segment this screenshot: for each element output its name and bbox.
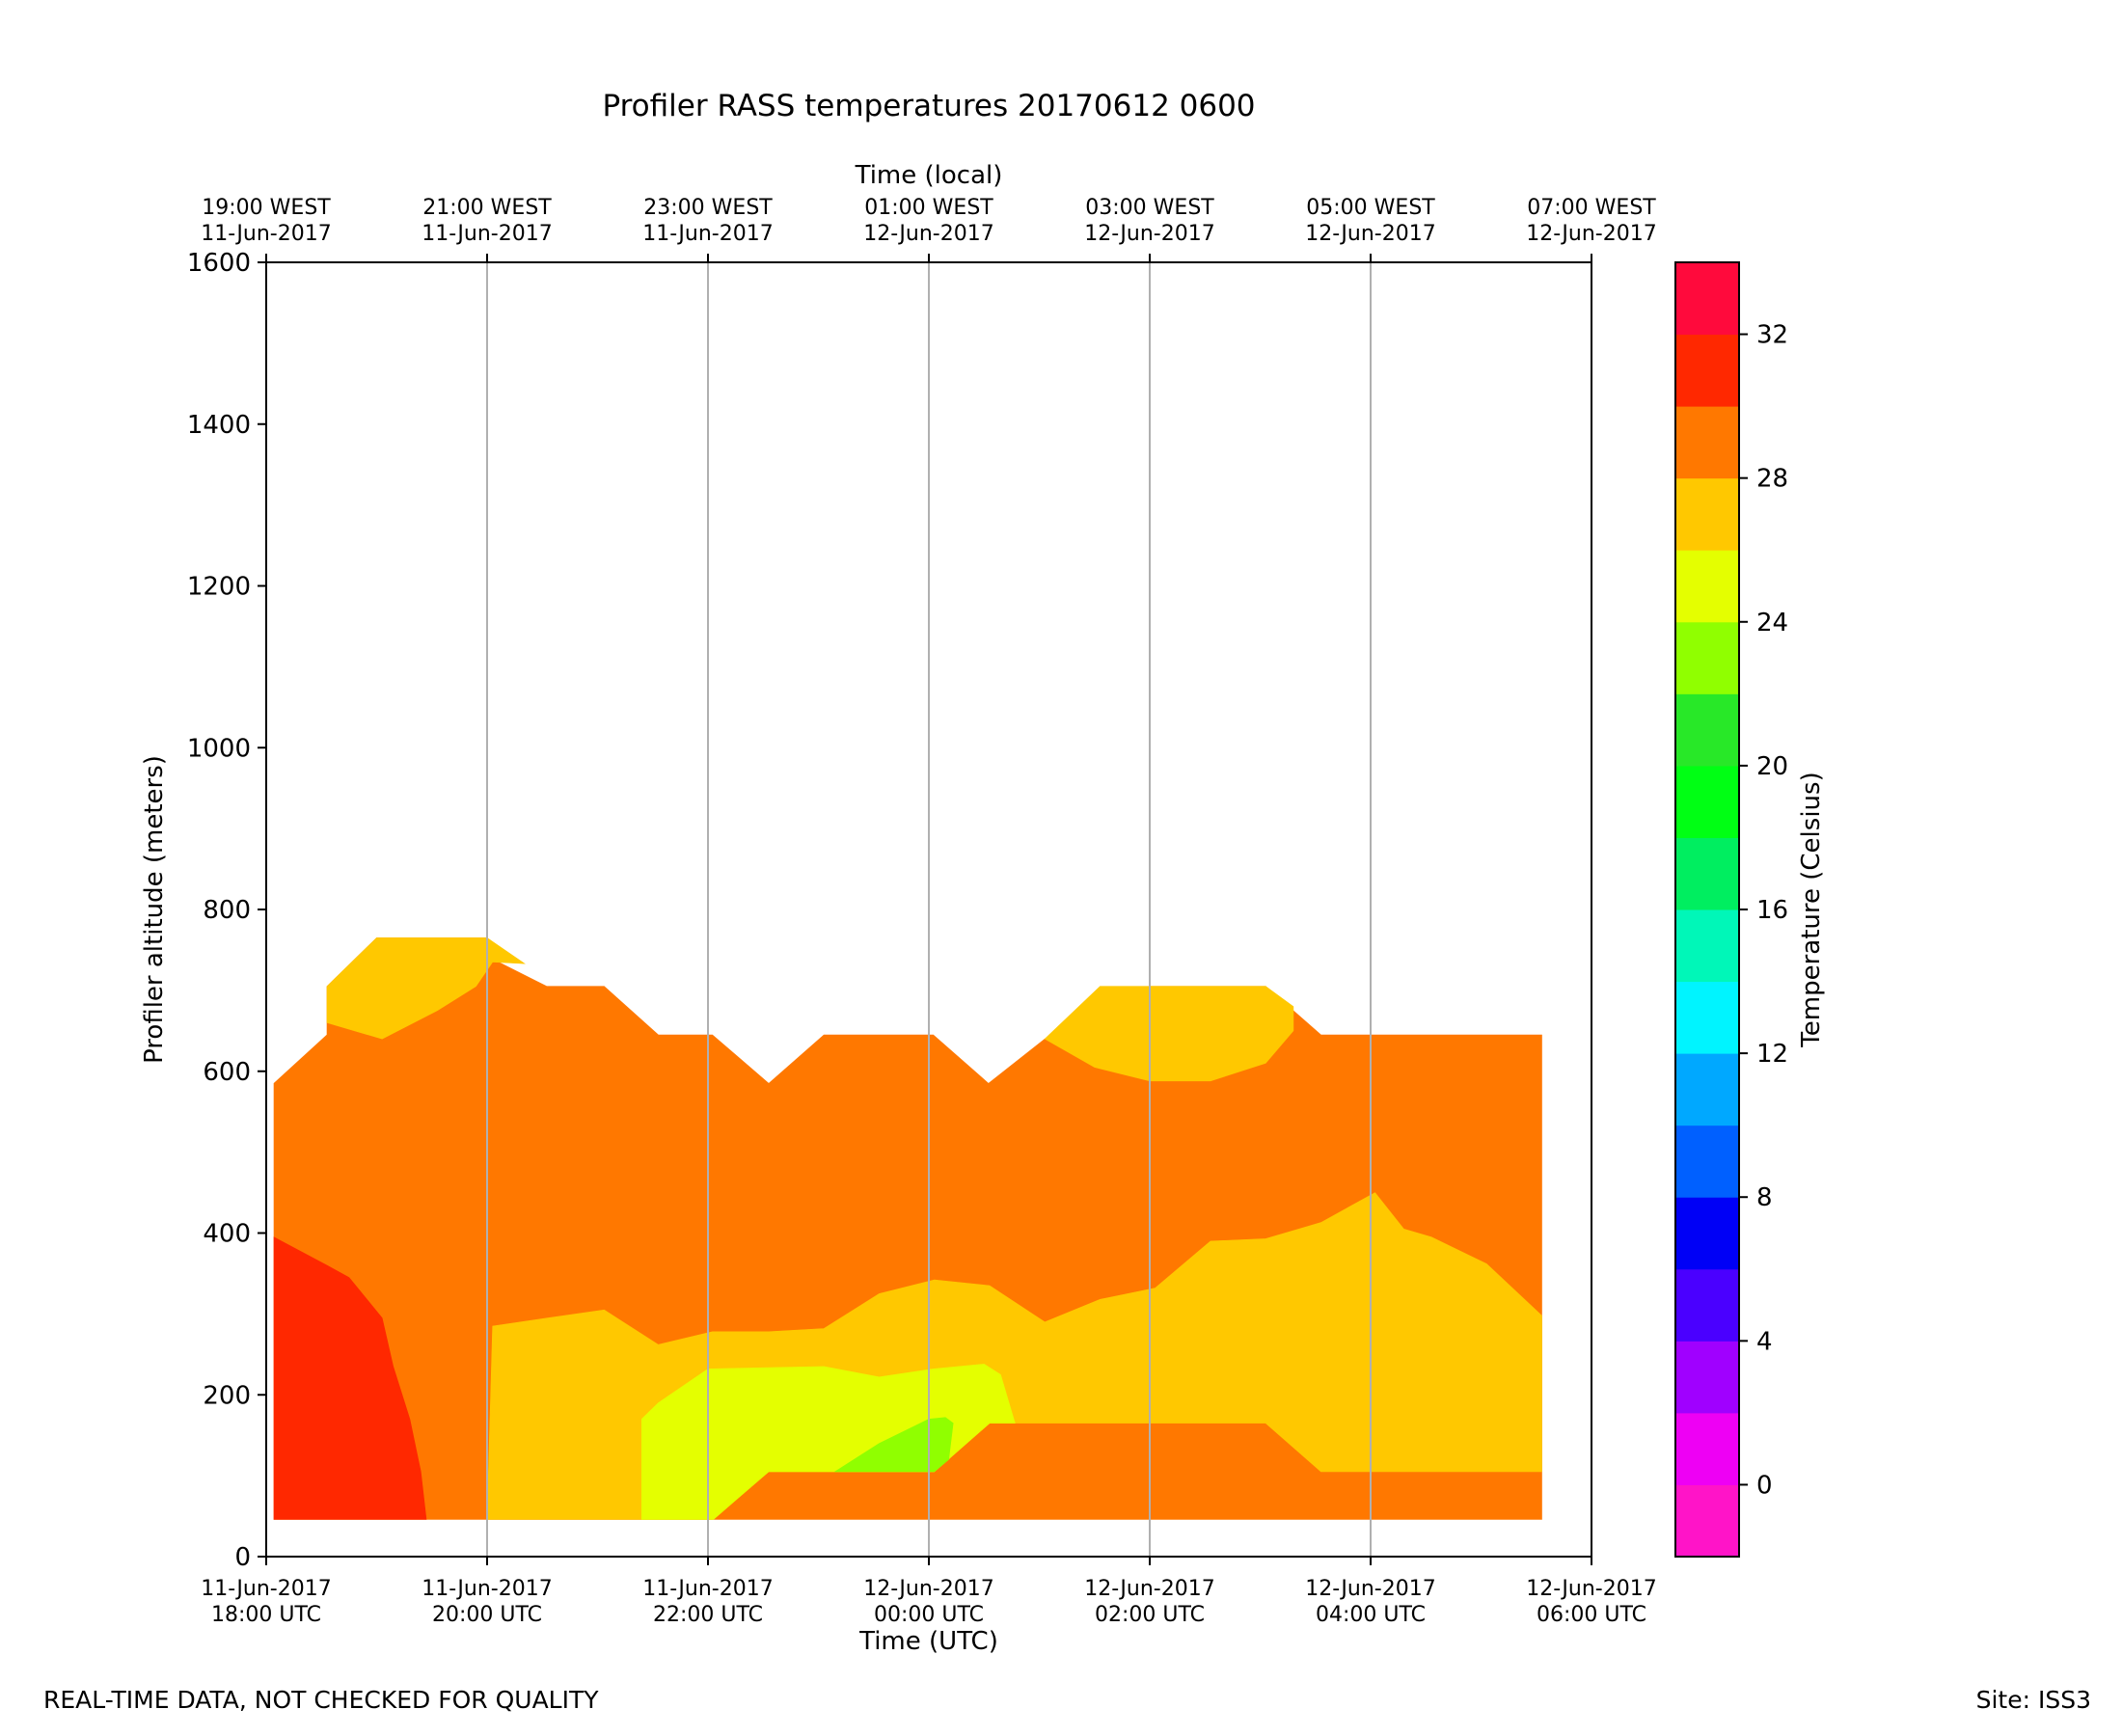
- colorbar-tick-label: 20: [1756, 752, 1788, 781]
- x-top-tick-label-time: 19:00 WEST: [202, 196, 331, 220]
- y-tick-label: 1400: [187, 411, 251, 440]
- colorbar-tick-label: 4: [1756, 1327, 1773, 1356]
- x-tick-label-date: 12-Jun-2017: [1084, 1577, 1214, 1601]
- colorbar-level: [1675, 1268, 1739, 1342]
- x-tick-label-date: 11-Jun-2017: [422, 1577, 552, 1601]
- contour-region-band-26-28-upper-left: [326, 937, 526, 1040]
- x-tick-label-date: 12-Jun-2017: [1305, 1577, 1435, 1601]
- colorbar-tick-label: 0: [1756, 1471, 1773, 1500]
- y-tick-label: 1000: [187, 734, 251, 763]
- x-top-tick-label-date: 12-Jun-2017: [1084, 222, 1214, 246]
- y-tick-label: 400: [203, 1220, 251, 1249]
- colorbar-tick-label: 24: [1756, 609, 1788, 637]
- top-axis-label: Time (local): [855, 161, 1003, 190]
- colorbar-level: [1675, 406, 1739, 479]
- x-top-tick-label-date: 12-Jun-2017: [863, 222, 993, 246]
- x-tick-label-date: 12-Jun-2017: [863, 1577, 993, 1601]
- colorbar-level: [1675, 765, 1739, 838]
- y-tick-label: 1600: [187, 249, 251, 278]
- x-top-tick-label-time: 03:00 WEST: [1085, 196, 1214, 220]
- colorbar-tick-label: 12: [1756, 1040, 1788, 1069]
- x-top-tick-label-time: 21:00 WEST: [422, 196, 552, 220]
- colorbar-level: [1675, 837, 1739, 910]
- x-top-tick-label-date: 11-Jun-2017: [642, 222, 773, 246]
- colorbar: 0 4 8 12 16 20 24 28 32: [1674, 261, 1788, 1558]
- colorbar-level: [1675, 550, 1739, 623]
- contour-region-band-30-32: [273, 1236, 427, 1520]
- colorbar-level: [1675, 981, 1739, 1054]
- x-axis-label: Time (UTC): [858, 1627, 998, 1656]
- x-top-tick-label-time: 05:00 WEST: [1306, 196, 1435, 220]
- colorbar-level: [1675, 693, 1739, 767]
- colorbar-level: [1675, 1412, 1739, 1485]
- x-top-tick-label-time: 07:00 WEST: [1527, 196, 1656, 220]
- colorbar-tick-label: 8: [1756, 1183, 1773, 1212]
- y-tick-label: 800: [203, 896, 251, 925]
- colorbar-level: [1675, 334, 1739, 407]
- colorbar-tick-label: 28: [1756, 465, 1788, 494]
- plot-area: [265, 261, 1592, 1558]
- y-tick-label: 1200: [187, 573, 251, 602]
- x-tick-label-date: 11-Jun-2017: [642, 1577, 773, 1601]
- colorbar-level: [1675, 621, 1739, 694]
- x-tick-label-time: 00:00 UTC: [874, 1603, 984, 1627]
- colorbar-level: [1675, 262, 1739, 336]
- x-top-tick-label-time: 23:00 WEST: [643, 196, 773, 220]
- chart-title: Profiler RASS temperatures 20170612 0600: [602, 89, 1255, 123]
- x-tick-label-time: 20:00 UTC: [432, 1603, 542, 1627]
- x-top-tick-label-date: 11-Jun-2017: [422, 222, 552, 246]
- site-label: Site: ISS3: [1975, 1686, 2091, 1714]
- x-tick-label-time: 02:00 UTC: [1095, 1603, 1205, 1627]
- colorbar-level: [1675, 909, 1739, 983]
- x-top-tick-label-date: 11-Jun-2017: [201, 222, 331, 246]
- x-tick-label-date: 12-Jun-2017: [1526, 1577, 1656, 1601]
- colorbar-level: [1675, 1341, 1739, 1414]
- y-axis-label: Profiler altitude (meters): [140, 755, 169, 1064]
- y-tick-label: 600: [203, 1058, 251, 1087]
- colorbar-level: [1675, 1484, 1739, 1558]
- colorbar-label: Temperature (Celsius): [1797, 772, 1826, 1047]
- y-tick-label: 0: [234, 1543, 251, 1572]
- y-tick-label: 200: [203, 1381, 251, 1410]
- y-axis: 0 200 400 600 800 1000 1200 1400 1600: [187, 249, 266, 1572]
- colorbar-level: [1675, 1125, 1739, 1198]
- x-tick-label-time: 18:00 UTC: [211, 1603, 321, 1627]
- colorbar-level: [1675, 477, 1739, 551]
- colorbar-level: [1675, 1053, 1739, 1126]
- x-tick-label-date: 11-Jun-2017: [201, 1577, 331, 1601]
- x-tick-label-time: 04:00 UTC: [1316, 1603, 1426, 1627]
- contour-region-band-24-26: [640, 1364, 1016, 1520]
- x-tick-label-time: 22:00 UTC: [653, 1603, 763, 1627]
- contour-region-band-22-24: [833, 1417, 954, 1473]
- x-top-tick-label-date: 12-Jun-2017: [1526, 222, 1656, 246]
- contour-region-band-26-28-upper-right: [1044, 986, 1294, 1082]
- x-tick-label-time: 06:00 UTC: [1537, 1603, 1646, 1627]
- colorbar-tick-label: 32: [1756, 321, 1788, 350]
- quality-disclaimer: REAL-TIME DATA, NOT CHECKED FOR QUALITY: [43, 1686, 599, 1714]
- colorbar-tick-label: 16: [1756, 896, 1788, 925]
- x-top-tick-label-date: 12-Jun-2017: [1305, 222, 1435, 246]
- x-top-tick-label-time: 01:00 WEST: [864, 196, 993, 220]
- colorbar-level: [1675, 1197, 1739, 1270]
